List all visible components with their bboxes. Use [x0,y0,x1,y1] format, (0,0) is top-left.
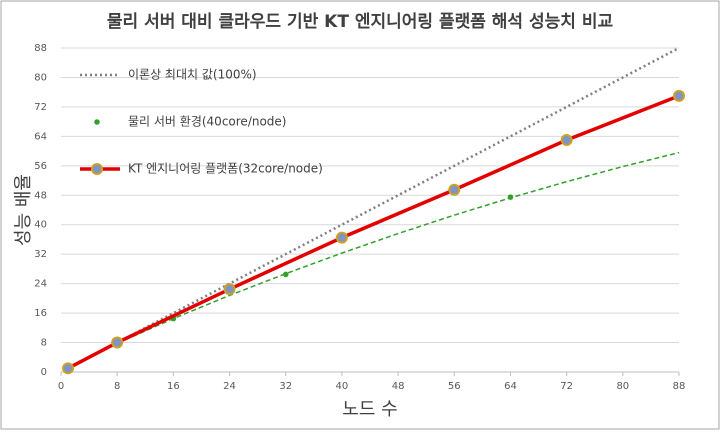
chart-title: 물리 서버 대비 클라우드 기반 KT 엔지니어링 플랫폼 해석 성능치 비교 [107,12,614,32]
y-tick-label: 8 [41,338,47,349]
legend-label: 이론상 최대치 값(100%) [128,68,257,82]
x-tick-label: 40 [336,381,349,392]
y-tick-label: 80 [34,72,47,83]
point [111,336,124,349]
legend-swatch [94,119,100,125]
point [560,134,573,147]
y-tick-label: 64 [34,131,47,142]
y-tick-label: 56 [34,161,47,172]
legend-label: KT 엔지니어링 플랫폼(32core/node) [128,162,323,176]
x-tick-label: 56 [448,381,461,392]
point [507,194,514,200]
legend-label: 물리 서버 환경(40core/node) [128,115,287,129]
point [673,89,685,102]
y-axis-title: 성능 배율 [13,174,34,246]
point [335,231,348,244]
x-tick-label: 32 [279,381,292,392]
x-tick-label: 72 [560,381,573,392]
y-tick-label: 48 [34,190,47,201]
x-tick-label: 88 [673,381,686,392]
y-tick-label: 32 [34,249,47,260]
point [448,183,461,196]
x-tick-label: 24 [223,381,236,392]
y-tick-label: 0 [41,367,47,378]
x-tick-label: 80 [616,381,629,392]
x-tick-label: 16 [167,381,180,392]
point [282,271,289,278]
y-tick-label: 40 [34,220,47,231]
x-tick-label: 8 [114,381,120,392]
point [62,362,75,375]
point [223,283,236,296]
x-axis-title: 노드 수 [342,399,397,420]
x-tick-label: 48 [392,381,405,392]
y-tick-label: 72 [34,102,47,113]
trend-line [67,151,680,369]
x-tick-label: 64 [504,381,517,392]
y-tick-label: 16 [34,308,47,319]
y-tick-label: 88 [34,43,47,54]
legend-swatch [91,163,103,175]
y-tick-label: 24 [34,279,47,290]
x-tick-label: 0 [58,381,64,392]
